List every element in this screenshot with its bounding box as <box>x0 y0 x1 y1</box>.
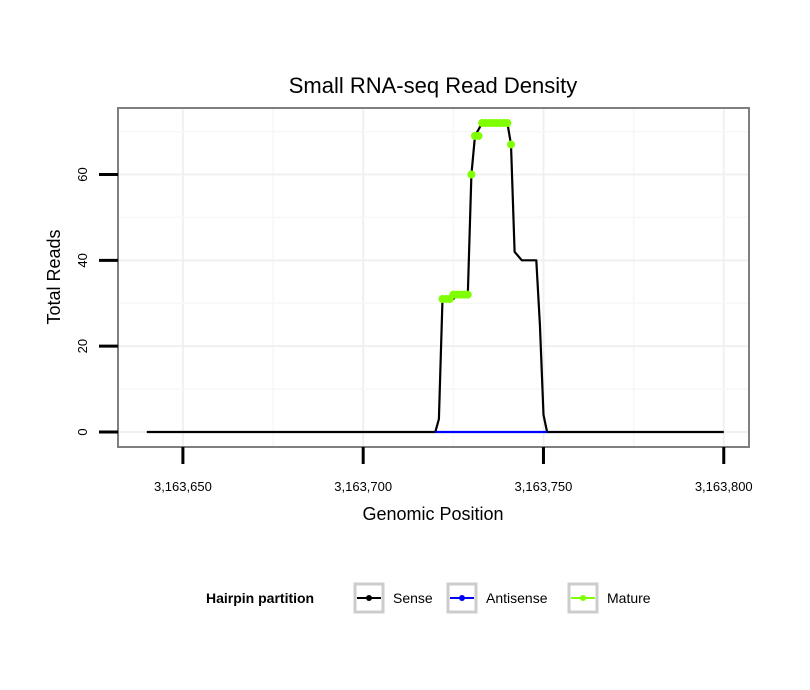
legend-dot-antisense <box>459 595 465 601</box>
x-tick-label: 3,163,750 <box>515 479 573 494</box>
x-tick-label: 3,163,700 <box>334 479 392 494</box>
legend-dot-sense <box>366 595 372 601</box>
y-tick-label: 0 <box>75 428 90 435</box>
legend-title: Hairpin partition <box>206 590 314 606</box>
y-axis-label: Total Reads <box>44 229 64 324</box>
legend-dot-mature <box>580 595 586 601</box>
data-point-mature <box>467 170 476 179</box>
chart-title: Small RNA-seq Read Density <box>289 73 578 98</box>
data-point-mature <box>503 119 512 128</box>
axes: 3,163,650 3,163,700 3,163,750 3,163,800 0 20 4… <box>75 167 753 494</box>
plot-panel <box>117 107 750 448</box>
x-tick-label: 3,163,650 <box>154 479 212 494</box>
legend-label-sense: Sense <box>393 590 433 606</box>
data-series <box>146 119 724 434</box>
x-tick-label: 3,163,800 <box>695 479 753 494</box>
data-point-mature <box>474 131 483 140</box>
x-axis-label: Genomic Position <box>362 504 503 524</box>
data-point-mature <box>463 290 472 299</box>
legend-item-antisense: Antisense <box>446 582 548 614</box>
legend-label-antisense: Antisense <box>486 590 548 606</box>
y-tick-label: 20 <box>75 339 90 353</box>
legend-item-mature: Mature <box>567 582 651 614</box>
y-tick-label: 60 <box>75 167 90 181</box>
y-tick-label: 40 <box>75 253 90 267</box>
data-point-mature <box>507 140 516 149</box>
legend: Hairpin partition Sense Antisense Mature <box>206 582 651 614</box>
legend-item-sense: Sense <box>353 582 433 614</box>
grid-lines <box>119 109 748 446</box>
legend-label-mature: Mature <box>607 590 651 606</box>
